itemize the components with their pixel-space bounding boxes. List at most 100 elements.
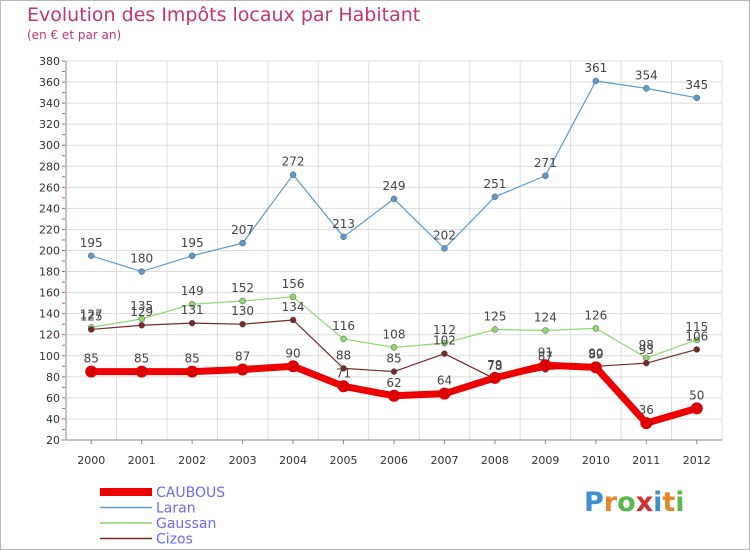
x-tick-label: 2008 [481,454,509,467]
point-cizos [188,319,196,327]
chart-title: Evolution des Impôts locaux par Habitant [27,4,421,26]
data-label-cizos: 129 [130,305,153,319]
x-tick-label: 2006 [380,454,408,467]
point-gaussan [289,293,297,301]
point-laran [138,268,145,275]
data-label-gaussan: 149 [181,284,204,298]
legend-label-cizos: Cizos [156,532,193,548]
x-tick-label: 2012 [683,454,711,467]
y-tick-label: 220 [39,223,60,236]
y-tick-label: 80 [46,371,60,384]
point-caubous [488,371,501,384]
point-caubous [640,417,653,430]
data-label-caubous: 36 [639,403,654,417]
data-label-laran: 195 [181,236,204,250]
y-tick-label: 340 [39,97,60,110]
y-tick-label: 180 [39,266,60,279]
tick-labels: 20 40 60 80 100 120 140 160 180 200 220 240 260 280 30… [39,55,711,467]
data-label-cizos: 125 [80,309,103,323]
point-caubous [186,365,199,378]
data-label-laran: 207 [231,223,254,237]
point-cizos [390,368,398,375]
point-laran [542,172,549,180]
data-label-laran: 213 [332,217,355,231]
y-tick-label: 140 [39,308,60,321]
data-label-laran: 361 [584,61,607,75]
x-tick-label: 2007 [430,454,458,467]
y-tick-label: 20 [46,434,60,447]
legend-label-caubous: CAUBOUS [156,485,225,501]
data-label-caubous: 62 [386,376,401,390]
y-tick-label: 300 [39,139,60,152]
legend-label-gaussan: Gaussan [156,516,216,532]
x-tick-label: 2004 [279,454,307,467]
data-label-cizos: 85 [386,352,401,366]
y-tick-label: 100 [39,350,60,363]
point-caubous [438,387,451,400]
data-label-caubous: 85 [185,352,200,366]
point-gaussan [441,339,448,347]
grid-lines [65,60,723,441]
y-tick-label: 160 [39,287,60,300]
y-tick-label: 360 [39,76,60,89]
data-label-laran: 249 [383,179,406,193]
point-cizos [289,316,297,324]
data-label-gaussan: 156 [282,277,305,291]
point-laran [87,252,95,260]
y-tick-label: 120 [39,329,60,342]
x-tick-label: 2001 [128,454,156,467]
data-label-gaussan: 126 [584,308,607,322]
point-laran [239,239,246,247]
logo-letter: x [635,487,654,518]
data-label-gaussan: 125 [483,309,506,323]
data-label-gaussan: 135 [130,299,153,313]
point-gaussan [138,315,145,323]
logo-letter: i [675,487,685,518]
data-label-cizos: 88 [336,348,351,362]
chart-subtitle: (en € et par an) [27,28,122,42]
y-tick-label: 280 [39,160,60,173]
x-tick-label: 2005 [330,454,358,467]
data-label-cizos: 134 [282,300,305,314]
point-laran [340,233,347,241]
x-tick-label: 2003 [229,454,257,467]
logo-letter: o [617,487,636,518]
point-laran [188,252,196,260]
x-tick-label: 2009 [531,454,559,467]
data-label-laran: 202 [433,228,456,242]
point-caubous [690,402,703,415]
point-caubous [85,365,98,378]
y-tick-label: 240 [39,202,60,215]
logo-letter: t [662,487,676,518]
point-laran [390,195,398,203]
point-cizos [239,320,246,328]
y-tick-label: 200 [39,245,60,258]
point-caubous [539,359,552,372]
data-label-laran: 345 [685,78,708,92]
x-tick-label: 2000 [77,454,105,467]
data-label-caubous: 85 [84,352,99,366]
data-label-cizos: 78 [487,359,502,373]
data-label-caubous: 87 [235,349,250,363]
data-label-caubous: 71 [336,366,351,380]
logo-letter: P [584,487,604,518]
logo-letter: i [653,487,663,518]
y-tick-label: 260 [39,181,60,194]
point-gaussan [491,326,499,333]
data-label-laran: 195 [80,236,103,250]
data-label-caubous: 50 [689,388,704,402]
data-label-cizos: 87 [538,349,553,363]
point-caubous [589,361,602,374]
point-gaussan [340,335,347,343]
point-laran [643,85,650,92]
point-laran [289,171,297,178]
data-label-cizos: 131 [181,303,204,317]
data-label-gaussan: 98 [639,338,654,352]
point-gaussan [239,297,246,305]
point-caubous [337,380,350,393]
y-tick-label: 380 [39,55,60,68]
point-gaussan [592,325,600,332]
data-label-caubous: 91 [538,345,553,359]
point-caubous [388,389,400,402]
